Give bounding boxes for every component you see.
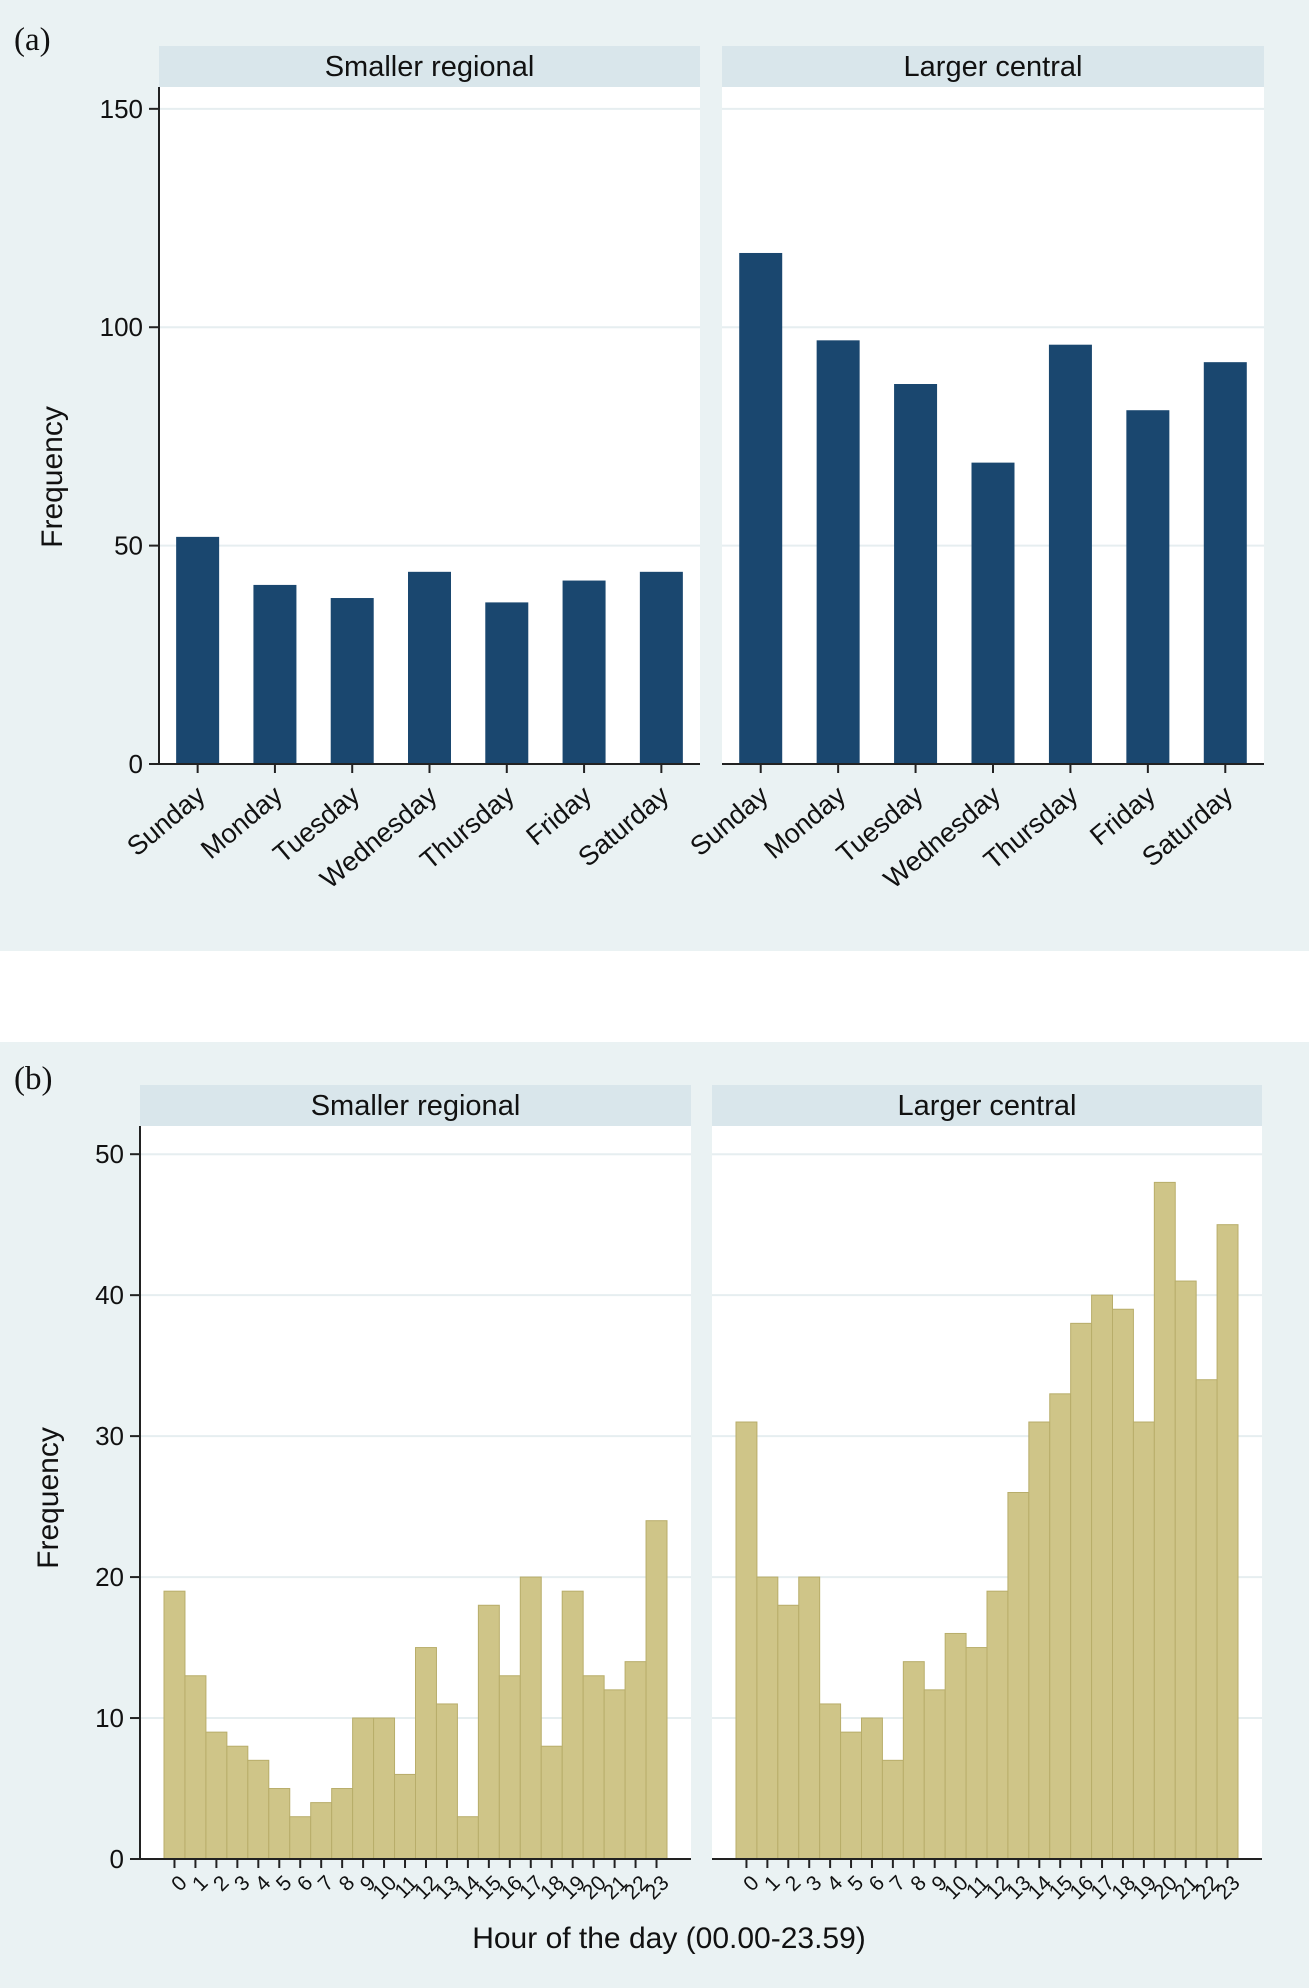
bar xyxy=(1049,1393,1072,1860)
bar xyxy=(310,1802,333,1860)
bar xyxy=(205,1731,228,1860)
y-tick-label: 40 xyxy=(95,1280,124,1310)
bar xyxy=(373,1717,396,1860)
bar xyxy=(163,1590,186,1860)
bar xyxy=(456,1816,479,1860)
facet-a-1-bars xyxy=(159,107,700,765)
bar xyxy=(735,1421,758,1860)
panel-b: (b) Frequency Smaller regional 012345678… xyxy=(0,1042,1309,1988)
panel-b-y-axis-title: Frequency xyxy=(32,1427,65,1569)
facet-b-1-title: Smaller regional xyxy=(311,1090,521,1122)
bar xyxy=(1070,1322,1093,1860)
bar xyxy=(289,1816,312,1860)
panel-a-y-axis-title: Frequency xyxy=(36,406,69,548)
bar xyxy=(226,1745,249,1860)
bar xyxy=(331,1788,354,1860)
facet-a-2-bars xyxy=(722,107,1264,765)
panel-a-label: (a) xyxy=(14,22,51,58)
bar xyxy=(645,1520,668,1860)
bar xyxy=(944,1632,967,1860)
bar xyxy=(184,1675,207,1860)
y-tick-label: 50 xyxy=(114,531,143,561)
bar xyxy=(268,1788,291,1860)
bar xyxy=(485,602,529,764)
bar xyxy=(540,1745,563,1860)
bar xyxy=(477,1604,500,1860)
bar xyxy=(923,1689,946,1860)
bar xyxy=(1007,1492,1030,1860)
bar xyxy=(1216,1224,1239,1860)
bar xyxy=(253,584,297,764)
bar xyxy=(881,1759,904,1860)
bar xyxy=(971,462,1015,764)
bar xyxy=(624,1661,647,1860)
panel-b-x-axis-title: Hour of the day (00.00-23.59) xyxy=(472,1922,866,1955)
bar xyxy=(582,1675,605,1860)
facet-b-2-title: Larger central xyxy=(898,1090,1077,1122)
facet-b-1-strip xyxy=(140,1085,691,1126)
bar xyxy=(894,384,938,764)
bar xyxy=(798,1576,821,1860)
bar xyxy=(1195,1379,1218,1860)
bar xyxy=(1174,1280,1197,1860)
bar xyxy=(394,1773,416,1860)
bar xyxy=(330,598,374,764)
bar xyxy=(1091,1294,1114,1860)
panel-b-y-axis: 0 10 20 30 40 50 xyxy=(95,1126,141,1874)
bar xyxy=(562,580,606,764)
facet-b-2-bars xyxy=(712,1153,1262,1860)
bar xyxy=(1112,1308,1134,1860)
y-tick-label: 20 xyxy=(95,1562,124,1592)
bar xyxy=(176,536,220,764)
bar xyxy=(1126,410,1170,764)
bar xyxy=(408,571,451,764)
bar xyxy=(777,1604,800,1860)
y-tick-label: 10 xyxy=(95,1703,124,1733)
panel-b-label: (b) xyxy=(14,1061,52,1097)
bar xyxy=(639,571,683,764)
y-tick-label: 50 xyxy=(95,1139,124,1169)
y-tick-label: 30 xyxy=(95,1421,124,1451)
bar xyxy=(498,1675,521,1860)
panel-a: (a) Frequency Smaller regional SundayMon… xyxy=(0,0,1309,951)
bar xyxy=(861,1717,883,1860)
bar xyxy=(816,340,860,764)
bar xyxy=(1203,362,1247,764)
facet-a-1-strip xyxy=(159,46,700,87)
facet-b-2-strip xyxy=(712,1085,1262,1126)
bar xyxy=(1028,1421,1051,1860)
facet-a-2-title: Larger central xyxy=(904,51,1083,83)
bar xyxy=(1048,344,1092,764)
bar xyxy=(247,1759,270,1860)
panel-a-y-axis: 0 50 100 150 xyxy=(100,87,160,779)
bar xyxy=(739,252,783,765)
y-tick-label: 150 xyxy=(100,94,143,124)
bar xyxy=(819,1703,842,1860)
bar xyxy=(840,1731,862,1860)
bar xyxy=(519,1576,542,1860)
bar xyxy=(902,1661,925,1860)
y-tick-label: 0 xyxy=(110,1844,124,1874)
bar xyxy=(1132,1421,1155,1860)
bar xyxy=(352,1717,375,1860)
bar xyxy=(415,1647,437,1860)
bar xyxy=(965,1647,988,1860)
bar xyxy=(435,1703,458,1860)
bar xyxy=(756,1576,779,1860)
bar xyxy=(561,1590,584,1860)
bar xyxy=(986,1590,1009,1860)
facet-b-1-bars xyxy=(140,1153,691,1860)
bar xyxy=(1153,1181,1176,1860)
bar xyxy=(603,1689,626,1860)
y-tick-label: 100 xyxy=(100,312,143,342)
facet-a-2-strip xyxy=(722,46,1264,87)
y-tick-label: 0 xyxy=(129,749,143,779)
facet-a-1-title: Smaller regional xyxy=(325,51,535,83)
